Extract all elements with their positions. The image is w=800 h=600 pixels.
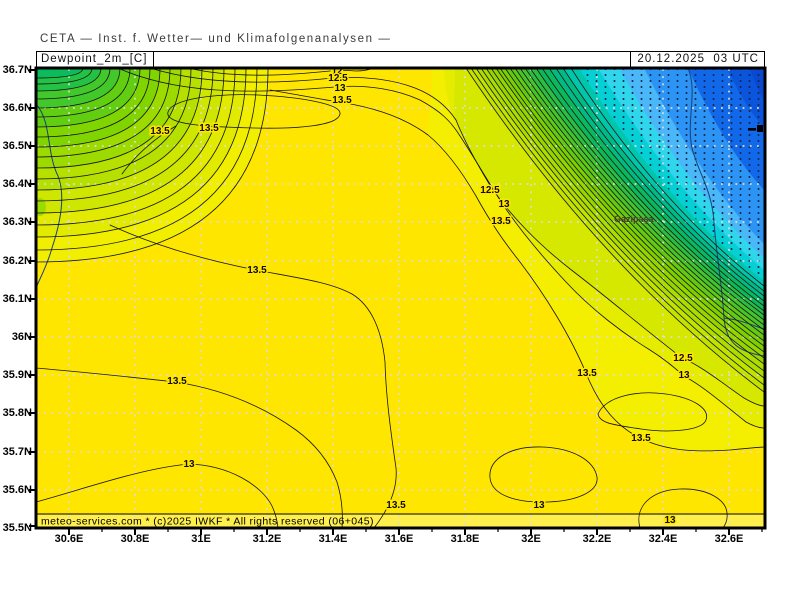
contour-label: 13 bbox=[664, 515, 676, 526]
lon-label: 32.6E bbox=[714, 533, 744, 545]
lon-label: 31.2E bbox=[252, 533, 282, 545]
lon-label: 31.8E bbox=[450, 533, 480, 545]
lat-label: 36.2N bbox=[2, 255, 32, 267]
lon-label: 32E bbox=[521, 533, 541, 545]
lon-label: 31E bbox=[191, 533, 211, 545]
place-label: Gazipaşa bbox=[614, 214, 655, 224]
source-attribution: CETA — Inst. f. Wetter— und Klimafolgena… bbox=[40, 33, 392, 45]
lat-label: 36.1N bbox=[2, 293, 32, 305]
contour-label: 12.5 bbox=[328, 73, 348, 84]
contour-label: 13.5 bbox=[631, 433, 651, 444]
map-datetime: 20.12.2025 03 UTC bbox=[630, 51, 764, 68]
sea-stipple bbox=[579, 68, 764, 281]
contour-labels: 12 12.5 13 13.5 13.5 13.5 12.5 13 13.5 1… bbox=[149, 66, 695, 528]
contour-label: 13 bbox=[533, 500, 545, 511]
lat-label: 36.3N bbox=[2, 216, 32, 228]
lon-label: 30.6E bbox=[54, 533, 84, 545]
lat-label: 36.5N bbox=[2, 140, 32, 152]
lat-label: 36.6N bbox=[2, 102, 32, 114]
contour-label: 12 bbox=[331, 66, 343, 77]
lat-label: 35.6N bbox=[2, 484, 32, 496]
contour-label: 13.5 bbox=[247, 265, 267, 276]
contour-lines bbox=[36, 68, 765, 528]
lat-label: 36.4N bbox=[2, 178, 32, 190]
copyright-text: meteo-services.com * (c)2025 IWKF * All … bbox=[41, 516, 374, 528]
lat-label: 35.5N bbox=[2, 522, 32, 534]
lat-label: 36N bbox=[11, 331, 32, 343]
weather-map: meteo-services.com * (c)2025 IWKF * All … bbox=[29, 66, 767, 535]
lon-label: 31.6E bbox=[384, 533, 414, 545]
contour-label: 13.5 bbox=[332, 95, 352, 106]
lat-label: 35.8N bbox=[2, 407, 32, 419]
axis-ticks bbox=[29, 69, 763, 535]
contour-label: 13.5 bbox=[577, 368, 597, 379]
lon-label: 32.2E bbox=[582, 533, 612, 545]
contour-label: 13 bbox=[678, 370, 690, 381]
lon-label: 31.4E bbox=[318, 533, 348, 545]
map-title: Dewpoint_2m_[C] bbox=[37, 51, 155, 68]
city-marker bbox=[748, 125, 763, 132]
graticule bbox=[37, 69, 764, 527]
footer-bar bbox=[37, 514, 764, 527]
lon-label: 32.4E bbox=[648, 533, 678, 545]
contour-label: 12.5 bbox=[673, 353, 693, 364]
contour-label: 13.5 bbox=[167, 376, 187, 387]
contour-label: 13.5 bbox=[386, 500, 406, 511]
contour-label: 13 bbox=[183, 459, 195, 470]
lat-label: 36.7N bbox=[2, 64, 32, 76]
contour-label: 13 bbox=[334, 83, 346, 94]
lat-label: 35.7N bbox=[2, 446, 32, 458]
lat-label: 35.9N bbox=[2, 369, 32, 381]
contour-label: 13.5 bbox=[199, 123, 219, 134]
lon-label: 30.8E bbox=[120, 533, 150, 545]
contour-label: 13 bbox=[498, 199, 510, 210]
contour-label: 13.5 bbox=[150, 126, 170, 137]
contour-label: 13.5 bbox=[491, 216, 511, 227]
contour-label: 12.5 bbox=[480, 185, 500, 196]
